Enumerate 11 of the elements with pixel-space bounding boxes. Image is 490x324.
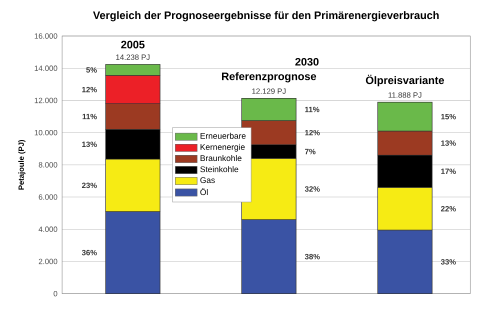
chart-title: Vergleich der Prognoseergebnisse für den Primärenergieverbrauch [93,11,439,22]
legend-label: Steinkohle [200,166,238,172]
x-tick-label: 2005 [121,40,145,48]
legend-label: Öl [200,188,208,195]
annotation: 2030 [295,58,319,66]
legend-label: Gas [200,177,215,183]
x-tick-label: Referenzprognose [222,72,316,82]
legend-label: Erneuerbare [200,132,246,139]
legend-label: Kernenergie [200,144,245,152]
x-tick-label: Ölpreisvariante [366,74,444,86]
legend-label: Braunkohle [200,154,242,161]
